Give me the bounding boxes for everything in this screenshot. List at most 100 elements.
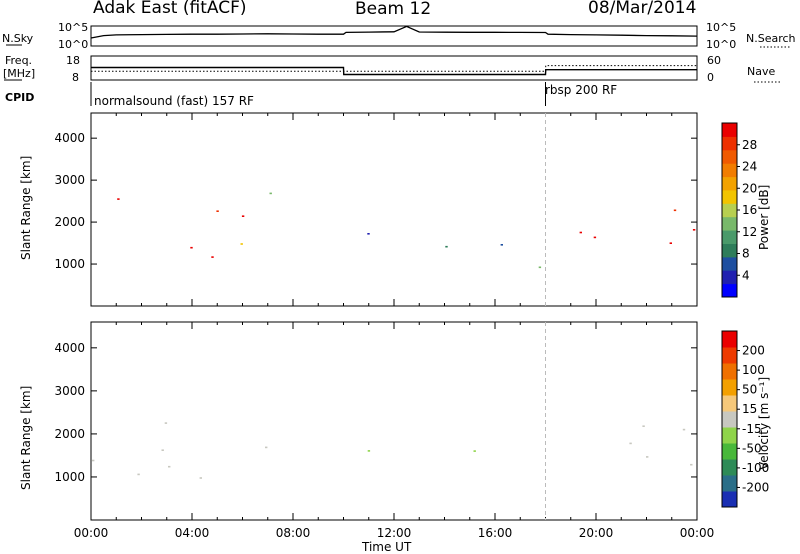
- power-panel-point: [669, 242, 672, 244]
- power-panel-point: [240, 243, 243, 245]
- velocity-colorbar-tick-label: 100: [742, 363, 765, 377]
- cpid-segment-2: rbsp 200 RF: [545, 83, 618, 97]
- power-colorbar-tick-label: 12: [742, 225, 757, 239]
- power-colorbar-swatch: [722, 230, 737, 244]
- x-tick-label: 16:00: [478, 526, 513, 540]
- power-panel-frame: [90, 112, 698, 307]
- nave-tick-low: 0: [707, 71, 714, 84]
- velocity-panel-ytick-label: 1000: [54, 470, 85, 484]
- power-panel-point: [211, 256, 214, 258]
- power-colorbar-swatch: [722, 243, 737, 258]
- power-colorbar-tick-label: 4: [742, 268, 750, 282]
- velocity-panel-point: [682, 428, 686, 431]
- noise-sky-label: N.Sky: [2, 32, 34, 45]
- power-panel-point: [593, 236, 597, 239]
- velocity-colorbar-swatch: [722, 363, 737, 380]
- cpid-label: CPID: [5, 91, 35, 104]
- power-panel-point: [673, 209, 677, 212]
- cpid-segment-1: normalsound (fast) 157 RF: [94, 94, 254, 108]
- power-panel-point: [579, 231, 582, 234]
- power-panel-ytick-label: 2000: [54, 215, 85, 229]
- velocity-colorbar-swatch: [722, 331, 737, 348]
- x-tick-label: 00:00: [680, 526, 715, 540]
- velocity-colorbar-tick-label: -15: [742, 422, 762, 436]
- velocity-panel-point: [199, 477, 202, 479]
- power-colorbar-tick-label: 24: [742, 160, 757, 174]
- freq-tick-low: 8: [72, 71, 79, 84]
- velocity-panel-point: [92, 459, 95, 462]
- velocity-panel-points: [92, 422, 693, 479]
- freq-unit-label: [MHz]: [3, 67, 36, 80]
- velocity-panel-point: [137, 473, 140, 476]
- power-panel-point: [445, 245, 448, 248]
- velocity-colorbar-swatch: [722, 475, 737, 492]
- velocity-panel-ytick-label: 3000: [54, 384, 85, 398]
- velocity-colorbar-swatch: [722, 395, 737, 412]
- nave-tick-high: 60: [707, 54, 721, 67]
- noise-search-label: N.Search: [746, 32, 796, 45]
- power-colorbar-swatch: [722, 216, 737, 231]
- noise-tick-low-right: 10^0: [706, 38, 737, 51]
- power-colorbar-swatch: [722, 136, 737, 151]
- velocity-colorbar-swatch: [722, 347, 737, 364]
- velocity-colorbar-tick-label: 200: [742, 344, 765, 358]
- power-panel-point: [692, 229, 696, 231]
- power-colorbar-swatch: [722, 176, 737, 191]
- power-panel-point: [500, 244, 503, 246]
- velocity-colorbar-swatch: [722, 459, 737, 476]
- velocity-colorbar-tick-label: 15: [742, 402, 757, 416]
- velocity-colorbar-swatch: [722, 443, 737, 460]
- velocity-colorbar-tick-label: -200: [742, 480, 769, 494]
- nave-label: Nave: [747, 65, 776, 78]
- noise-tick-high-left: 10^5: [58, 21, 89, 34]
- power-colorbar-tick-label: 28: [742, 138, 757, 152]
- velocity-colorbar-swatch: [722, 379, 737, 396]
- power-panel-ytick-label: 1000: [54, 257, 85, 271]
- x-tick-label: 00:00: [74, 526, 109, 540]
- power-colorbar-tick-label: 20: [742, 181, 757, 195]
- velocity-panel-ytick-label: 2000: [54, 427, 85, 441]
- velocity-panel-point: [164, 422, 168, 424]
- power-colorbar-swatch: [722, 270, 737, 285]
- power-panel-point: [190, 246, 193, 249]
- power-panel-ytick-label: 4000: [54, 131, 85, 145]
- plot-title: Adak East (fitACF): [93, 0, 247, 18]
- velocity-colorbar-swatch: [722, 491, 737, 508]
- power-panel-point: [117, 198, 120, 200]
- noise-sky-line: [90, 25, 698, 39]
- velocity-colorbar-frame: [721, 330, 738, 508]
- velocity-colorbar-swatch: [722, 411, 737, 428]
- power-panel-point: [241, 215, 245, 217]
- noise-panel-frame: [90, 25, 698, 47]
- power-panel-point: [367, 233, 370, 235]
- velocity-panel-frame: [90, 321, 698, 521]
- power-panel-ytick-label: 3000: [54, 173, 85, 187]
- velocity-panel-point: [161, 449, 164, 451]
- power-colorbar-swatch: [722, 283, 737, 298]
- freq-label: Freq.: [5, 54, 33, 67]
- velocity-panel-point: [367, 450, 371, 452]
- power-panel-point: [538, 266, 542, 269]
- velocity-colorbar-tick-label: 50: [742, 383, 757, 397]
- velocity-colorbar-swatch: [722, 427, 737, 444]
- velocity-panel-point: [642, 425, 645, 427]
- x-tick-label: 12:00: [377, 526, 412, 540]
- velocity-panel-ytick-label: 4000: [54, 341, 85, 355]
- noise-tick-high-right: 10^5: [706, 21, 737, 34]
- power-colorbar-tick-label: 16: [742, 203, 757, 217]
- x-tick-label: 08:00: [276, 526, 311, 540]
- noise-tick-low-left: 10^0: [58, 38, 89, 51]
- power-panel-point: [269, 192, 272, 195]
- beam-label: Beam 12: [355, 0, 432, 19]
- velocity-colorbar-tick-label: -100: [742, 461, 769, 475]
- freq-tick-high: 18: [66, 54, 80, 67]
- velocity-panel-point: [629, 442, 632, 445]
- velocity-panel-point: [168, 465, 171, 468]
- velocity-panel-point: [265, 446, 268, 449]
- power-colorbar-swatch: [722, 123, 737, 137]
- date-label: 08/Mar/2014: [588, 0, 697, 18]
- power-colorbar-swatch: [722, 203, 737, 218]
- velocity-panel-point: [473, 450, 476, 452]
- x-tick-label: 04:00: [175, 526, 210, 540]
